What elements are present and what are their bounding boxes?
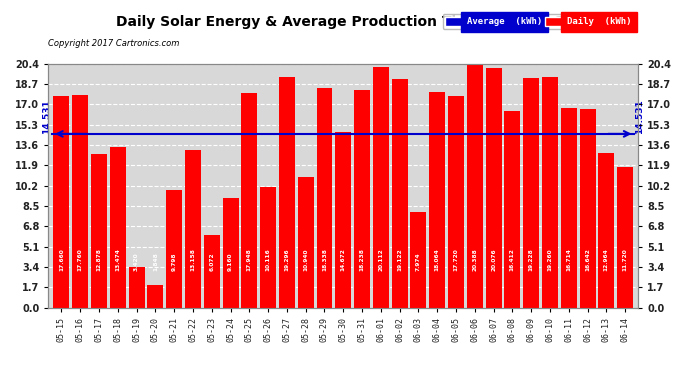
Bar	[260, 187, 276, 308]
Text: 17.720: 17.720	[453, 248, 458, 271]
Text: Daily Solar Energy & Average Production Thu Jun 15 20:29: Daily Solar Energy & Average Production …	[116, 15, 574, 29]
Text: 10.940: 10.940	[303, 249, 308, 271]
Text: 18.064: 18.064	[435, 248, 440, 271]
Bar	[504, 111, 520, 308]
Bar	[204, 235, 219, 308]
Text: 1.848: 1.848	[153, 252, 158, 271]
Text: 6.072: 6.072	[209, 252, 215, 271]
Bar	[72, 95, 88, 308]
Text: 12.878: 12.878	[97, 248, 101, 271]
Bar	[354, 90, 370, 308]
Text: 11.720: 11.720	[622, 248, 628, 271]
Bar	[223, 198, 239, 308]
Text: 17.660: 17.660	[59, 248, 64, 271]
Text: 14.531: 14.531	[42, 99, 51, 134]
Text: 9.798: 9.798	[172, 252, 177, 271]
Text: 14.672: 14.672	[341, 248, 346, 271]
Bar	[411, 212, 426, 308]
Text: 13.158: 13.158	[190, 248, 195, 271]
Bar	[467, 64, 483, 308]
Text: 14.531: 14.531	[635, 99, 644, 134]
Bar	[617, 168, 633, 308]
Bar	[486, 68, 502, 308]
Text: Copyright 2017 Cartronics.com: Copyright 2017 Cartronics.com	[48, 39, 179, 48]
Text: 16.714: 16.714	[566, 248, 571, 271]
Bar	[241, 93, 257, 308]
Bar	[598, 153, 614, 308]
Bar	[166, 190, 182, 308]
Text: 18.238: 18.238	[359, 248, 364, 271]
Text: 16.642: 16.642	[585, 248, 590, 271]
Text: 10.116: 10.116	[266, 248, 270, 271]
Bar	[279, 77, 295, 308]
Bar	[185, 150, 201, 308]
Text: 9.160: 9.160	[228, 252, 233, 271]
Bar	[335, 132, 351, 308]
Text: 17.760: 17.760	[78, 248, 83, 271]
Text: 7.974: 7.974	[416, 252, 421, 271]
Text: 3.420: 3.420	[134, 252, 139, 271]
Bar	[110, 147, 126, 308]
Bar	[523, 78, 539, 308]
Text: 12.964: 12.964	[604, 248, 609, 271]
Bar	[148, 285, 164, 308]
Bar	[429, 92, 445, 308]
Bar	[128, 267, 145, 308]
Text: 20.388: 20.388	[472, 248, 477, 271]
Bar	[448, 96, 464, 308]
Bar	[542, 77, 558, 308]
Bar	[317, 88, 333, 308]
Text: 19.228: 19.228	[529, 248, 533, 271]
Bar	[297, 177, 314, 308]
Text: 16.412: 16.412	[510, 248, 515, 271]
Bar	[392, 79, 408, 308]
Legend: Average  (kWh), Daily  (kWh): Average (kWh), Daily (kWh)	[442, 14, 633, 29]
Text: 20.112: 20.112	[378, 248, 384, 271]
Bar	[373, 67, 389, 308]
Text: 18.338: 18.338	[322, 248, 327, 271]
Bar	[561, 108, 577, 307]
Text: 13.474: 13.474	[115, 248, 120, 271]
Bar	[91, 154, 107, 308]
Text: 19.296: 19.296	[284, 248, 289, 271]
Text: 17.948: 17.948	[247, 248, 252, 271]
Bar	[53, 96, 70, 308]
Bar	[580, 109, 595, 308]
Text: 20.076: 20.076	[491, 248, 496, 271]
Text: 19.122: 19.122	[397, 248, 402, 271]
Text: 19.260: 19.260	[547, 248, 553, 271]
